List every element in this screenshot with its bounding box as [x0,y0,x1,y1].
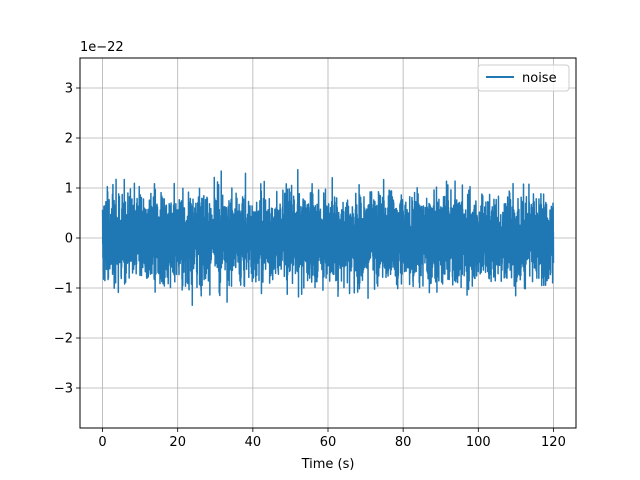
x-tick-label: 100 [466,435,491,450]
x-axis-ticks: 0 20 40 60 80 100 120 [98,428,566,450]
x-axis-label: Time (s) [301,457,355,472]
plot-area [101,169,555,306]
series-noise [101,169,555,306]
x-tick-label: 20 [169,435,186,450]
y-offset-text: 1e−22 [80,40,124,55]
x-tick-label: 60 [320,435,337,450]
y-tick-label: 2 [65,132,73,147]
y-tick-label: −1 [54,282,73,297]
x-tick-label: 80 [395,435,412,450]
x-tick-label: 120 [541,435,566,450]
legend-label-noise: noise [522,71,557,86]
legend-box [477,64,570,92]
y-tick-label: −2 [54,332,73,347]
y-tick-label: 3 [65,82,73,97]
legend: noise [477,64,570,92]
y-tick-label: 0 [65,232,73,247]
x-tick-label: 0 [98,435,106,450]
y-axis-ticks: −3 −2 −1 0 1 2 3 [54,82,80,397]
y-tick-label: 1 [65,182,73,197]
series-noise-line [101,169,555,306]
y-tick-label: −3 [54,382,73,397]
x-tick-label: 40 [245,435,262,450]
